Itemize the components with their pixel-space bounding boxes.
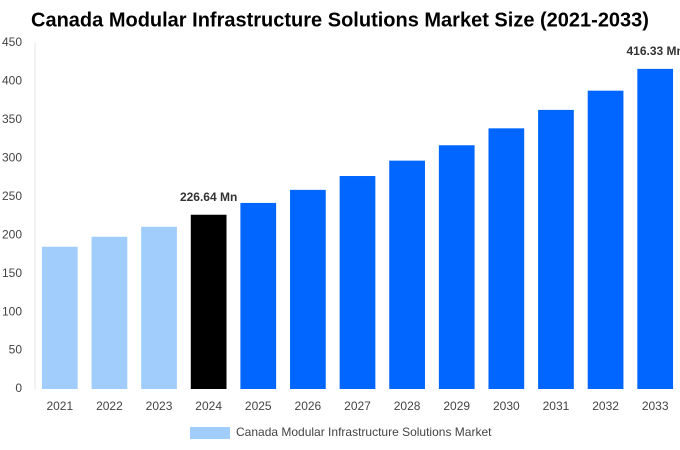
- bar: [91, 236, 128, 389]
- x-tick-label: 2030: [493, 399, 520, 413]
- x-tick-label: 2027: [344, 399, 371, 413]
- x-tick-label: 2031: [543, 399, 570, 413]
- x-tick-label: 2023: [146, 399, 173, 413]
- x-tick-label: 2026: [295, 399, 322, 413]
- bar: [190, 214, 227, 389]
- x-tick-label: 2033: [642, 399, 669, 413]
- x-tick-label: 2028: [394, 399, 421, 413]
- y-tick-label: 0: [15, 381, 22, 395]
- y-tick-label: 100: [2, 304, 22, 318]
- x-tick-label: 2022: [96, 399, 123, 413]
- chart-title: Canada Modular Infrastructure Solutions …: [31, 9, 649, 31]
- y-tick-label: 400: [2, 74, 22, 88]
- x-tick-label: 2021: [46, 399, 73, 413]
- y-tick-label: 150: [2, 266, 22, 280]
- bar: [389, 160, 425, 389]
- legend-label: Canada Modular Infrastructure Solutions …: [236, 425, 492, 439]
- y-tick-label: 450: [2, 35, 22, 49]
- x-tick-label: 2029: [443, 399, 470, 413]
- y-tick-label: 350: [2, 112, 22, 126]
- bar: [488, 128, 525, 389]
- x-tick-label: 2032: [592, 399, 619, 413]
- bar: [637, 68, 674, 389]
- x-tick-label: 2025: [245, 399, 272, 413]
- bar: [141, 226, 177, 389]
- value-label: 416.33 Mn: [627, 44, 680, 58]
- x-tick-label: 2024: [195, 399, 222, 413]
- legend-swatch: [190, 427, 230, 439]
- bar: [290, 189, 326, 389]
- bar: [41, 246, 78, 389]
- y-tick-label: 300: [2, 151, 22, 165]
- bar: [240, 202, 277, 389]
- y-tick-label: 50: [9, 343, 23, 357]
- bar: [438, 145, 475, 389]
- y-tick-label: 250: [2, 189, 22, 203]
- bar: [538, 109, 574, 389]
- bar: [339, 176, 376, 389]
- value-label: 226.64 Mn: [180, 190, 237, 204]
- y-tick-label: 200: [2, 227, 22, 241]
- bar: [587, 90, 624, 389]
